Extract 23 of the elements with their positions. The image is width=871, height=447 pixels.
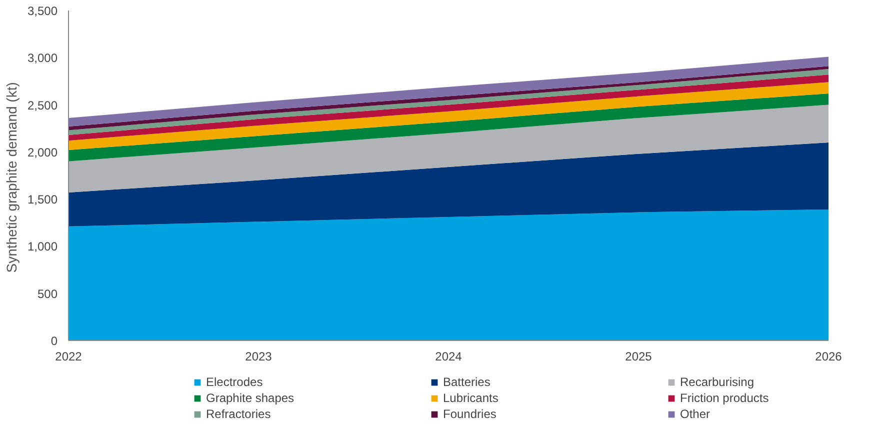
- y-tick-label: 2,000: [27, 145, 58, 160]
- y-tick-label: 0: [50, 334, 58, 348]
- legend-label: Electrodes: [206, 375, 264, 389]
- x-tick-label: 2025: [625, 350, 652, 364]
- legend-label: Refractories: [206, 407, 272, 421]
- legend-label: Other: [680, 407, 712, 421]
- y-tick-label: 3,500: [27, 4, 58, 18]
- x-tick-label: 2023: [245, 350, 272, 364]
- y-tick-label: 2,500: [27, 98, 58, 112]
- y-tick-label: 500: [37, 286, 58, 301]
- legend-label: Friction products: [680, 391, 770, 405]
- y-tick-label: 1,000: [27, 240, 58, 254]
- legend-label: Foundries: [443, 407, 498, 421]
- legend-label: Lubricants: [443, 391, 500, 405]
- x-tick-label: 2022: [55, 350, 82, 364]
- y-tick-label: 3,000: [27, 51, 58, 66]
- x-tick-label: 2026: [815, 350, 842, 364]
- legend-label: Recarburising: [680, 375, 756, 389]
- legend-label: Batteries: [443, 375, 492, 389]
- x-tick-label: 2024: [435, 350, 462, 364]
- y-tick-label: 1,500: [27, 192, 58, 207]
- y-axis-title: Synthetic graphite demand (kt): [3, 82, 20, 273]
- legend-label: Graphite shapes: [206, 391, 296, 405]
